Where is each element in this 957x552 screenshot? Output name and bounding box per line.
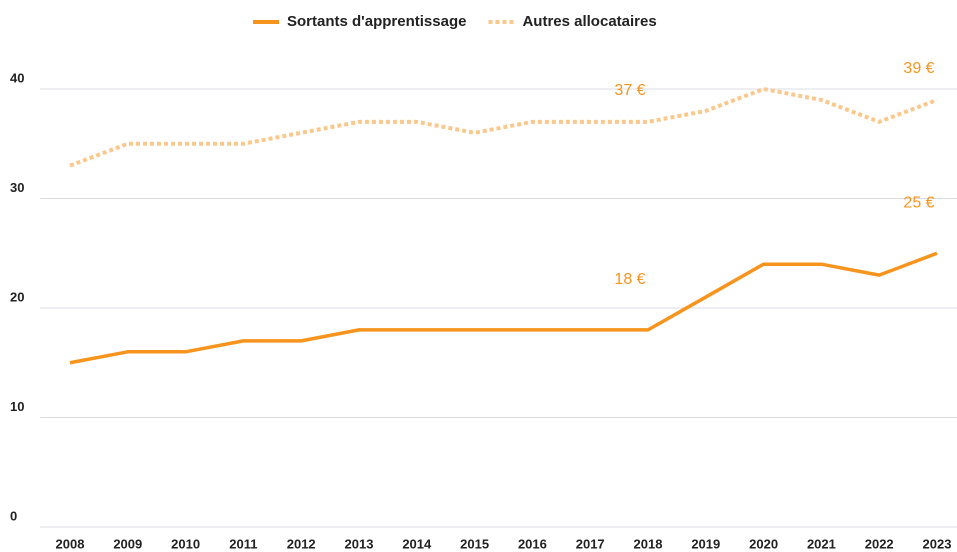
x-tick-label: 2013 — [345, 536, 374, 551]
x-tick-label: 2009 — [113, 536, 142, 551]
y-tick-label: 20 — [10, 289, 24, 304]
x-tick-label: 2014 — [402, 536, 432, 551]
value-label: 39 € — [903, 60, 934, 77]
line — [69, 251, 938, 365]
x-tick-label: 2012 — [287, 536, 316, 551]
y-tick-label: 0 — [10, 508, 17, 523]
legend-label: Sortants d'apprentissage — [287, 13, 466, 30]
x-tick-label: 2010 — [171, 536, 200, 551]
x-tick-label: 2023 — [923, 536, 952, 551]
x-tick-label: 2021 — [807, 536, 836, 551]
x-tick-label: 2016 — [518, 536, 547, 551]
x-tick-label: 2019 — [691, 536, 720, 551]
x-tick-label: 2008 — [56, 536, 85, 551]
y-tick-label: 30 — [10, 180, 24, 195]
value-label: 18 € — [614, 271, 645, 288]
x-tick-label: 2020 — [749, 536, 778, 551]
legend-label: Autres allocataires — [522, 13, 656, 30]
value-label: 37 € — [614, 82, 645, 99]
x-tick-label: 2018 — [634, 536, 663, 551]
y-tick-label: 10 — [10, 399, 24, 414]
value-label: 25 € — [903, 194, 934, 211]
x-tick-label: 2015 — [460, 536, 489, 551]
x-tick-label: 2017 — [576, 536, 605, 551]
y-tick-label: 40 — [10, 70, 24, 85]
x-tick-label: 2022 — [865, 536, 894, 551]
x-tick-label: 2011 — [229, 536, 257, 551]
line — [69, 87, 938, 168]
